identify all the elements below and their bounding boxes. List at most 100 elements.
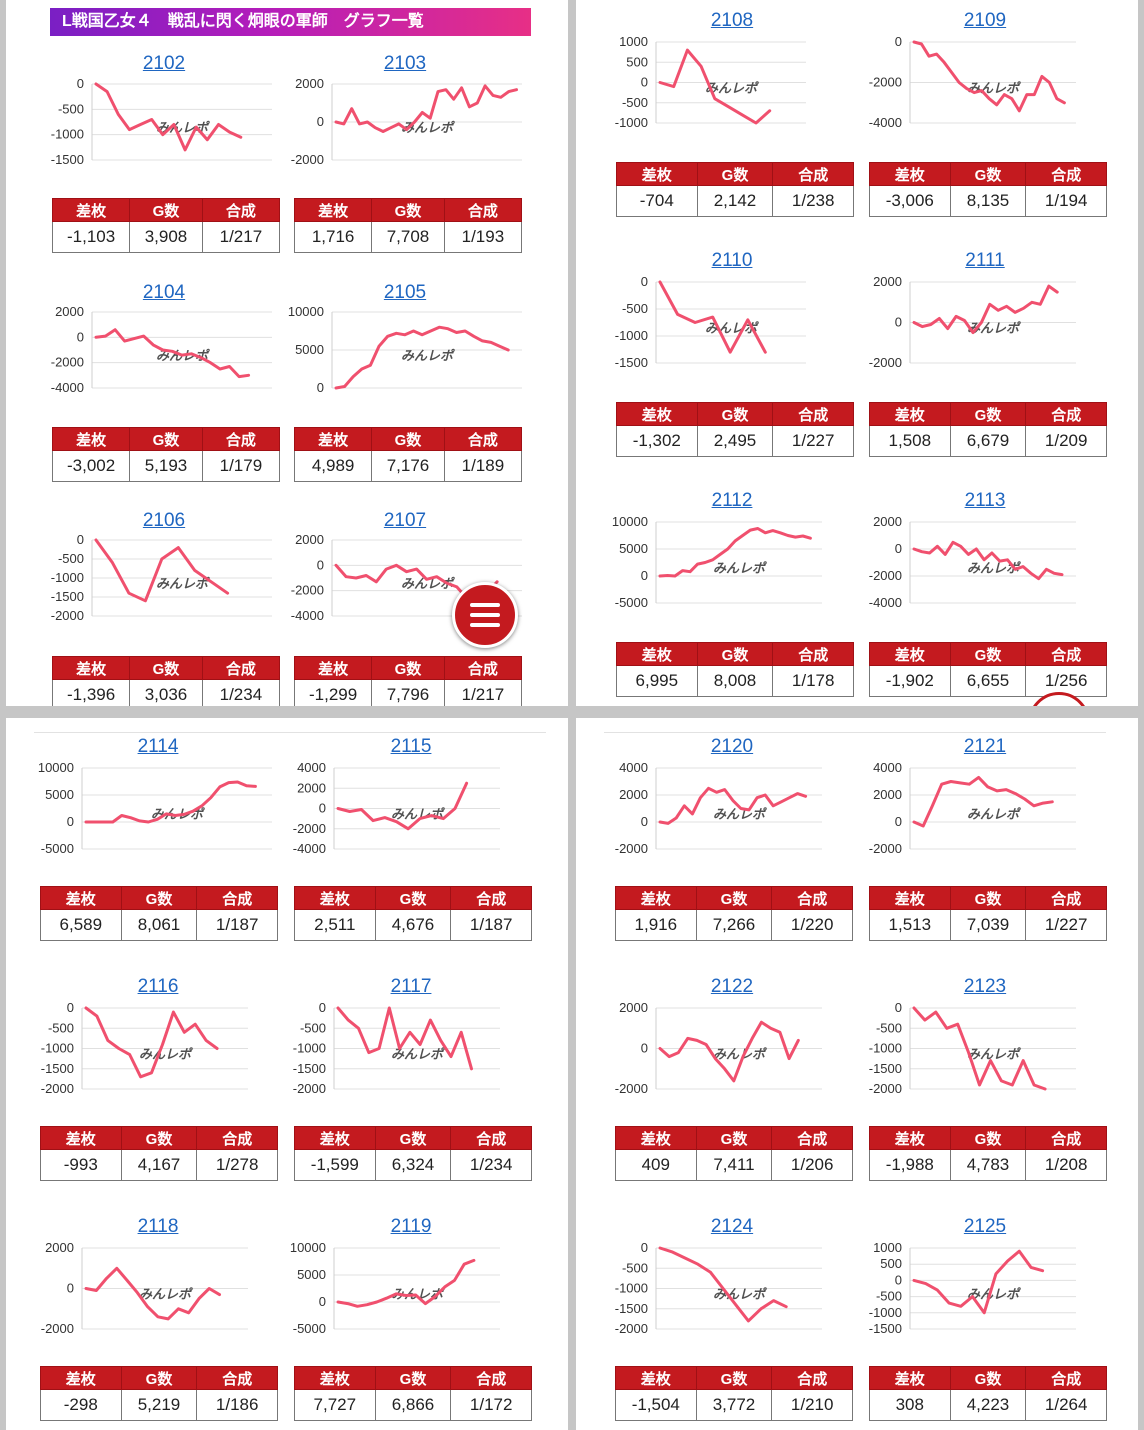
diff-header: 差枚 (293, 427, 373, 451)
diff-header: 差枚 (51, 656, 131, 680)
y-tick-label: 0 (319, 801, 326, 816)
y-tick-label: 500 (626, 54, 648, 69)
machine-number-link[interactable]: 2102 (142, 53, 186, 74)
machine-number-link[interactable]: 2121 (963, 736, 1007, 757)
stats-table: 差枚 G数 合成 -1,302 2,495 1/227 (616, 402, 854, 457)
y-tick-label: 2000 (873, 514, 902, 529)
machine-number-link[interactable]: 2120 (710, 736, 754, 757)
machine-number-link[interactable]: 2114 (137, 736, 179, 757)
machine-number-link[interactable]: 2107 (383, 510, 427, 531)
y-tick-label: -1500 (51, 152, 84, 167)
ratio-value: 1/217 (201, 221, 281, 253)
ratio-value: 1/264 (1025, 1389, 1107, 1421)
games-value: 8,061 (120, 909, 198, 941)
diff-value: 409 (615, 1149, 697, 1181)
y-tick-label: -1000 (615, 115, 648, 130)
machine-number-link[interactable]: 2103 (383, 53, 427, 74)
y-tick-label: 2000 (55, 304, 84, 319)
y-tick-label: -2000 (615, 1081, 648, 1096)
games-value: 7,411 (695, 1149, 773, 1181)
ratio-value: 1/234 (450, 1149, 532, 1181)
ratio-header: 合成 (201, 198, 281, 222)
machine-number-link[interactable]: 2111 (965, 250, 1005, 271)
machine-number-link[interactable]: 2124 (710, 1216, 754, 1237)
y-tick-label: -4000 (293, 841, 326, 856)
machine-number-link[interactable]: 2112 (711, 490, 753, 511)
y-tick-label: 0 (317, 114, 324, 129)
y-tick-label: -500 (876, 1020, 902, 1035)
ratio-header: 合成 (450, 886, 532, 910)
series-line (658, 1020, 800, 1083)
slump-graph: 4000 2000 0 -2000 -4000 みんレポ (293, 760, 500, 856)
machine-number-link[interactable]: 2113 (964, 490, 1006, 511)
watermark-logo: みんレポ (967, 807, 1021, 822)
y-tick-label: 5000 (45, 787, 74, 802)
diff-header: 差枚 (615, 886, 697, 910)
ratio-header: 合成 (443, 656, 523, 680)
games-header: G数 (374, 886, 452, 910)
machine-number-link[interactable]: 2122 (710, 976, 754, 997)
y-tick-label: 1000 (873, 1240, 902, 1255)
page-title-banner: L戦国乙女４ 戦乱に閃く炯眼の軍師 グラフ一覧 (50, 8, 531, 36)
y-tick-label: -4000 (51, 380, 84, 395)
machine-number-link[interactable]: 2117 (390, 976, 432, 997)
games-header: G数 (695, 1366, 773, 1390)
diff-header: 差枚 (869, 1126, 951, 1150)
ratio-header: 合成 (196, 1126, 278, 1150)
ratio-value: 1/227 (772, 425, 854, 457)
machine-number-link[interactable]: 2104 (142, 282, 186, 303)
stats-table: 差枚 G数 合成 1,513 7,039 1/227 (869, 886, 1107, 941)
diff-value: 1,916 (615, 909, 697, 941)
ratio-header: 合成 (1025, 162, 1107, 186)
diff-header: 差枚 (869, 402, 951, 426)
machine-number-link[interactable]: 2109 (963, 10, 1007, 31)
hamburger-menu-icon[interactable] (452, 582, 518, 648)
machine-number-link[interactable]: 2116 (137, 976, 179, 997)
slump-graph: 10000 5000 0 みんレポ (288, 304, 522, 395)
series-line (334, 84, 518, 133)
series-line (912, 775, 1054, 828)
games-value: 4,676 (374, 909, 452, 941)
y-tick-label: -5000 (615, 595, 648, 610)
machine-number-link[interactable]: 2119 (390, 1216, 432, 1237)
games-header: G数 (129, 198, 203, 222)
machine-number-link[interactable]: 2118 (137, 1216, 179, 1237)
machine-number-link[interactable]: 2106 (142, 510, 186, 531)
diff-header: 差枚 (616, 402, 698, 426)
ratio-header: 合成 (1025, 642, 1107, 666)
y-tick-label: -1000 (41, 1041, 74, 1056)
slump-graph: 0 -500 -1000 -1500 -2000 みんレポ (293, 1000, 500, 1096)
series-line (658, 48, 772, 125)
y-tick-label: 0 (67, 1281, 74, 1296)
watermark-logo: みんレポ (967, 1047, 1021, 1062)
diff-value: 7,727 (294, 1389, 376, 1421)
y-tick-label: -1000 (615, 1281, 648, 1296)
games-header: G数 (695, 886, 773, 910)
machine-number-link[interactable]: 2115 (390, 736, 432, 757)
y-tick-label: 0 (319, 1294, 326, 1309)
diff-value: 1,508 (869, 425, 951, 457)
machine-number-link[interactable]: 2123 (963, 976, 1007, 997)
y-tick-label: -1000 (51, 127, 84, 142)
y-tick-label: 0 (895, 34, 902, 49)
y-tick-label: -1500 (41, 1061, 74, 1076)
ratio-value: 1/206 (771, 1149, 853, 1181)
machine-number-link[interactable]: 2110 (711, 250, 753, 271)
diff-value: -298 (40, 1389, 122, 1421)
stats-table: 差枚 G数 合成 -1,103 3,908 1/217 (51, 198, 281, 253)
games-header: G数 (371, 198, 445, 222)
watermark-logo: みんレポ (967, 1287, 1021, 1302)
stats-table: 差枚 G数 合成 6,995 8,008 1/178 (616, 642, 854, 697)
series-line (94, 538, 230, 603)
ratio-value: 1/189 (443, 450, 523, 482)
machine-number-link[interactable]: 2108 (710, 10, 754, 31)
machine-number-link[interactable]: 2105 (383, 282, 427, 303)
y-tick-label: -500 (876, 1289, 902, 1304)
watermark-logo: みんレポ (705, 81, 759, 96)
games-value: 5,193 (129, 450, 203, 482)
machine-number-link[interactable]: 2125 (963, 1216, 1007, 1237)
ratio-value: 1/178 (772, 665, 854, 697)
stats-table: 差枚 G数 合成 -993 4,167 1/278 (40, 1126, 278, 1181)
